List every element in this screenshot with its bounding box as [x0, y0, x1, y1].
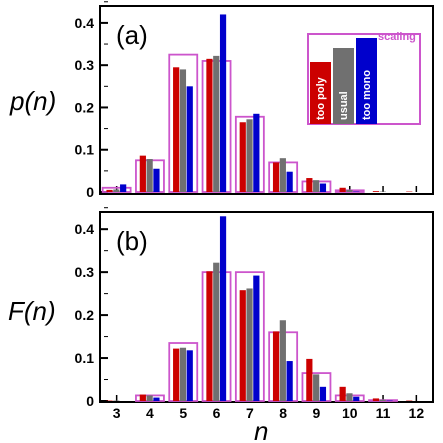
- bar-too-mono: [253, 113, 260, 192]
- bar-too-poly: [206, 271, 213, 401]
- bar-too-mono: [319, 183, 327, 192]
- bar-usual: [146, 395, 153, 401]
- bar-too-poly: [139, 394, 146, 401]
- bar-too-poly: [306, 358, 313, 401]
- x-tick-label: 4: [146, 405, 154, 421]
- bar-too-mono: [353, 396, 360, 401]
- legend-swatch-too-poly: [310, 62, 331, 124]
- bar-too-mono: [153, 397, 160, 401]
- bar-too-mono: [120, 184, 127, 192]
- legend-label-too-mono: too mono: [361, 70, 373, 120]
- x-ticks: 3 4 5 6 7 8 9 10 11 12: [113, 405, 425, 421]
- bar-usual: [246, 119, 253, 192]
- y-tick-label: 0.3: [75, 264, 95, 280]
- x-tick-label: 9: [313, 405, 321, 421]
- bar-too-poly: [139, 155, 146, 192]
- bar-too-poly: [239, 290, 246, 401]
- legend-scaling-label: scaling: [378, 31, 416, 43]
- panel-a: (a) p(n) 0 0.1 0.2 0.3 0.4 scaling too poly …: [9, 1, 434, 200]
- bar-usual: [279, 158, 286, 192]
- bar-too-poly: [272, 162, 280, 192]
- panel-label-b: (b): [116, 226, 148, 256]
- bar-too-poly: [339, 187, 346, 192]
- bar-usual: [179, 347, 187, 401]
- bars-a: [101, 14, 413, 193]
- legend-swatch-too-mono: [356, 38, 377, 124]
- bar-usual: [279, 320, 286, 401]
- bar-usual: [246, 288, 253, 401]
- plot-frame-a: [99, 5, 434, 195]
- bar-too-poly: [173, 348, 180, 401]
- y-tick-label: 0.2: [75, 307, 95, 323]
- bar-too-poly: [372, 398, 380, 401]
- bar-too-mono: [153, 168, 160, 192]
- legend-label-usual: usual: [338, 91, 350, 120]
- legend: scaling too poly usual too mono: [307, 31, 421, 125]
- bar-usual: [313, 180, 320, 192]
- bar-too-mono: [186, 86, 193, 192]
- y-axis-title-a: p(n): [9, 86, 56, 116]
- y-axis-title-b: F(n): [8, 296, 56, 326]
- plot-frame-b: [99, 211, 434, 403]
- bars-b: [106, 216, 413, 402]
- legend-label-too-poly: too poly: [315, 76, 327, 120]
- y-tick-label: 0.2: [75, 99, 95, 115]
- bar-too-mono: [186, 350, 193, 401]
- y-tick-label: 0.4: [75, 221, 95, 237]
- x-tick-label: 6: [213, 405, 221, 421]
- bar-too-mono: [286, 171, 293, 192]
- bar-usual: [146, 159, 153, 192]
- x-axis-title: n: [254, 416, 268, 443]
- bar-usual: [213, 262, 220, 401]
- bar-too-mono: [219, 216, 227, 401]
- bar-too-poly: [206, 58, 213, 192]
- y-tick-label: 0.1: [75, 350, 95, 366]
- bar-usual: [179, 69, 187, 192]
- x-tick-label: 10: [342, 405, 358, 421]
- bar-usual: [379, 399, 386, 401]
- bar-too-mono: [286, 361, 293, 401]
- bar-too-poly: [272, 331, 280, 401]
- bar-too-poly: [339, 386, 346, 401]
- bar-too-poly: [306, 178, 313, 192]
- bar-too-poly: [239, 122, 246, 192]
- y-tick-label: 0.1: [75, 142, 95, 158]
- bar-too-poly: [372, 191, 380, 192]
- bar-too-mono: [253, 275, 260, 401]
- bar-too-mono: [319, 386, 327, 401]
- x-tick-label: 12: [409, 405, 425, 421]
- y-tick-label: 0: [86, 393, 94, 409]
- x-tick-label: 3: [113, 405, 121, 421]
- y-tick-label: 0.3: [75, 57, 95, 73]
- panel-b: (b) F(n) 0 0.1 0.2 0.3 0.4 3 4 5 6 7 8 9 10 11 12 n: [8, 207, 434, 443]
- x-tick-label: 8: [279, 405, 287, 421]
- bar-usual: [313, 374, 320, 401]
- bar-usual: [113, 189, 120, 192]
- bar-too-poly: [106, 189, 113, 192]
- bar-usual: [346, 393, 353, 401]
- y-tick-label: 0: [86, 184, 94, 200]
- bar-too-mono: [219, 14, 227, 193]
- bar-usual: [213, 55, 220, 192]
- bar-usual: [346, 189, 353, 192]
- panel-label-a: (a): [116, 20, 148, 50]
- x-tick-label: 5: [179, 405, 187, 421]
- bar-too-poly: [173, 67, 180, 192]
- x-tick-label: 7: [246, 405, 254, 421]
- y-tick-label: 0.4: [75, 15, 95, 31]
- x-tick-label: 11: [376, 405, 391, 421]
- legend-swatch-usual: [333, 48, 354, 124]
